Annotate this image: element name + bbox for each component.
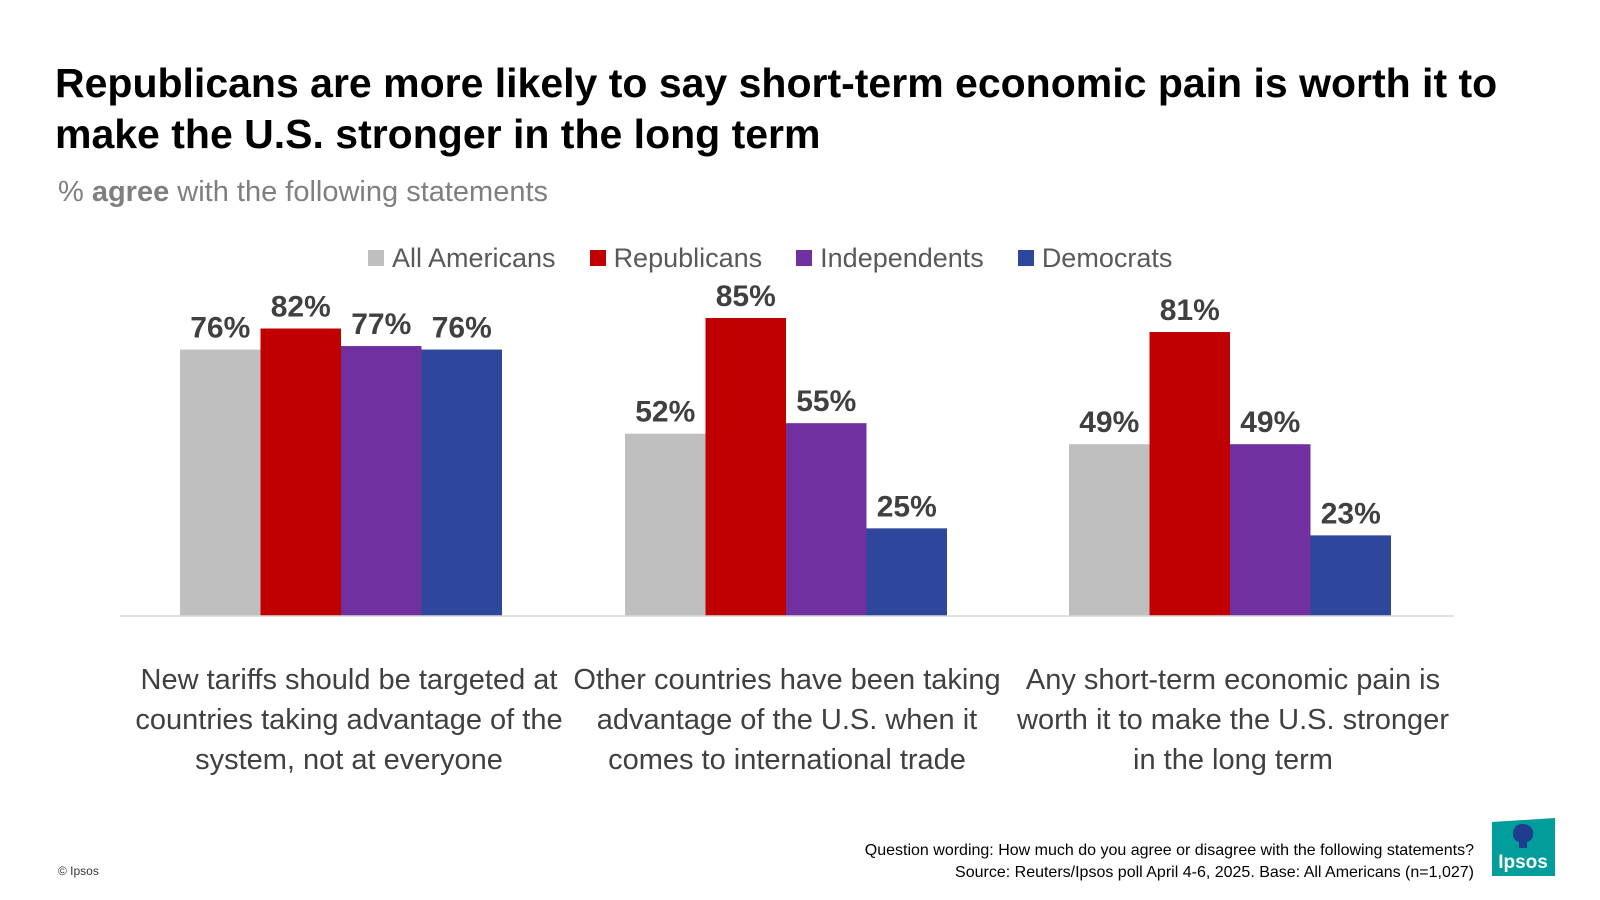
data-label: 49% [1240,406,1300,439]
bar [1230,444,1311,616]
bar [705,318,786,616]
legend-item: Republicans [589,242,763,274]
bar [260,328,341,616]
legend-swatch [796,250,813,266]
subtitle-prefix: % [58,176,92,208]
source-note: Source: Reuters/Ipsos poll April 4-6, 20… [955,864,1474,881]
data-label: 49% [1079,406,1139,439]
legend-item: Independents [796,243,984,274]
bar [421,349,502,616]
data-label: 55% [796,385,856,418]
copyright: © Ipsos [58,864,99,878]
logo-head-icon [1513,824,1534,848]
logo-text: Ipsos [1498,852,1548,873]
legend-item: Democrats [1017,242,1173,274]
data-label: 25% [877,490,937,523]
category-label: New tariffs should be targeted at countr… [135,664,563,776]
legend-label: All Americans [392,242,556,273]
bar [625,433,706,616]
data-label: 82% [271,291,331,324]
bar [341,346,422,616]
chart-subtitle: % agree with the following statements [58,176,548,209]
subtitle-bold: agree [91,176,170,208]
legend-item: All Americans [368,243,556,274]
bar [786,423,867,616]
data-label: 85% [716,280,776,313]
question-wording: Question wording: How much do you agree … [864,842,1474,859]
data-label: 76% [190,312,250,345]
bar [1069,444,1150,616]
legend-swatch [589,250,606,266]
data-label: 77% [351,308,411,341]
bar [1149,332,1230,616]
ipsos-logo: Ipsos [1492,818,1555,876]
legend: All Americans Republicans Independents D… [368,240,1172,276]
subtitle-suffix: with the following statements [169,176,549,208]
legend-label: Democrats [1041,242,1173,273]
legend-label: Independents [820,242,984,273]
bar [1310,535,1391,616]
category-label: Other countries have been taking advanta… [573,664,1001,776]
bar [866,528,947,616]
category-label: Any short-term economic pain is worth it… [1017,664,1449,776]
data-label: 76% [432,312,492,345]
bar [180,349,261,616]
legend-label: Republicans [613,242,763,273]
legend-swatch [1017,250,1034,266]
legend-swatch [368,250,384,266]
data-label: 81% [1160,294,1220,327]
chart-title: Republicans are more likely to say short… [55,60,1498,157]
data-label: 23% [1321,497,1381,530]
data-label: 52% [635,396,695,429]
footnote: Question wording: How much do you agree … [865,840,1474,884]
